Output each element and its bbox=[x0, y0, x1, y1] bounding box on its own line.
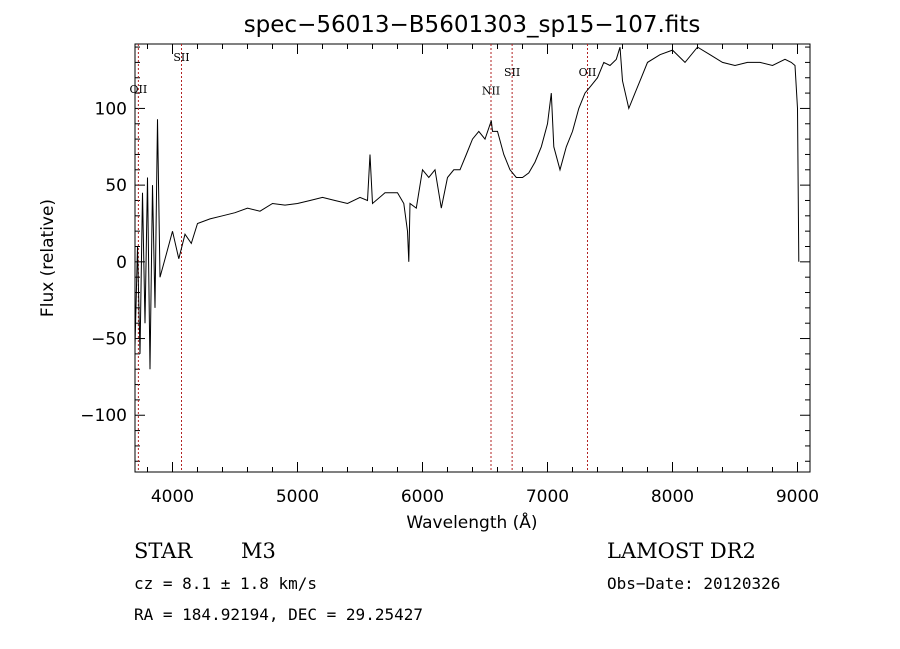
sky-coordinates: RA = 184.92194, DEC = 29.25427 bbox=[134, 605, 423, 624]
y-tick-label: −100 bbox=[80, 406, 127, 426]
redshift-value: cz = 8.1 ± 1.8 km/s bbox=[134, 574, 317, 593]
minor-ticks bbox=[135, 44, 810, 472]
chart-title: spec−56013−B5601303_sp15−107.fits bbox=[244, 12, 701, 38]
y-axis-label: Flux (relative) bbox=[38, 199, 58, 317]
x-tick-label: 9000 bbox=[776, 487, 819, 507]
object-class: STAR bbox=[134, 539, 193, 563]
x-axis-label: Wavelength (Å) bbox=[406, 511, 537, 533]
y-tick-label: 0 bbox=[116, 253, 127, 273]
x-axis-ticks: 4000 5000 6000 7000 8000 9000 bbox=[151, 44, 819, 507]
y-axis-ticks: −100 −50 0 50 100 bbox=[80, 99, 810, 426]
x-tick-label: 6000 bbox=[401, 487, 444, 507]
plot-frame bbox=[134, 43, 811, 473]
emission-line-markers: OII SII NII SII OII bbox=[130, 44, 597, 472]
y-tick-label: 50 bbox=[105, 176, 127, 196]
survey-name: LAMOST DR2 bbox=[607, 539, 756, 563]
y-tick-label: −50 bbox=[91, 330, 127, 350]
x-tick-label: 7000 bbox=[526, 487, 569, 507]
line-marker-label: OII bbox=[579, 66, 597, 79]
x-tick-label: 4000 bbox=[151, 487, 194, 507]
observation-date: Obs−Date: 20120326 bbox=[607, 574, 780, 593]
object-subclass: M3 bbox=[241, 539, 276, 563]
line-marker-label: SII bbox=[173, 51, 189, 64]
spectrum-line bbox=[134, 46, 800, 370]
line-marker-label: OII bbox=[130, 83, 148, 96]
line-marker-label: NII bbox=[482, 85, 500, 98]
x-tick-label: 5000 bbox=[276, 487, 319, 507]
line-marker-label: SII bbox=[504, 66, 520, 79]
x-tick-label: 8000 bbox=[651, 487, 694, 507]
y-tick-label: 100 bbox=[95, 99, 127, 119]
